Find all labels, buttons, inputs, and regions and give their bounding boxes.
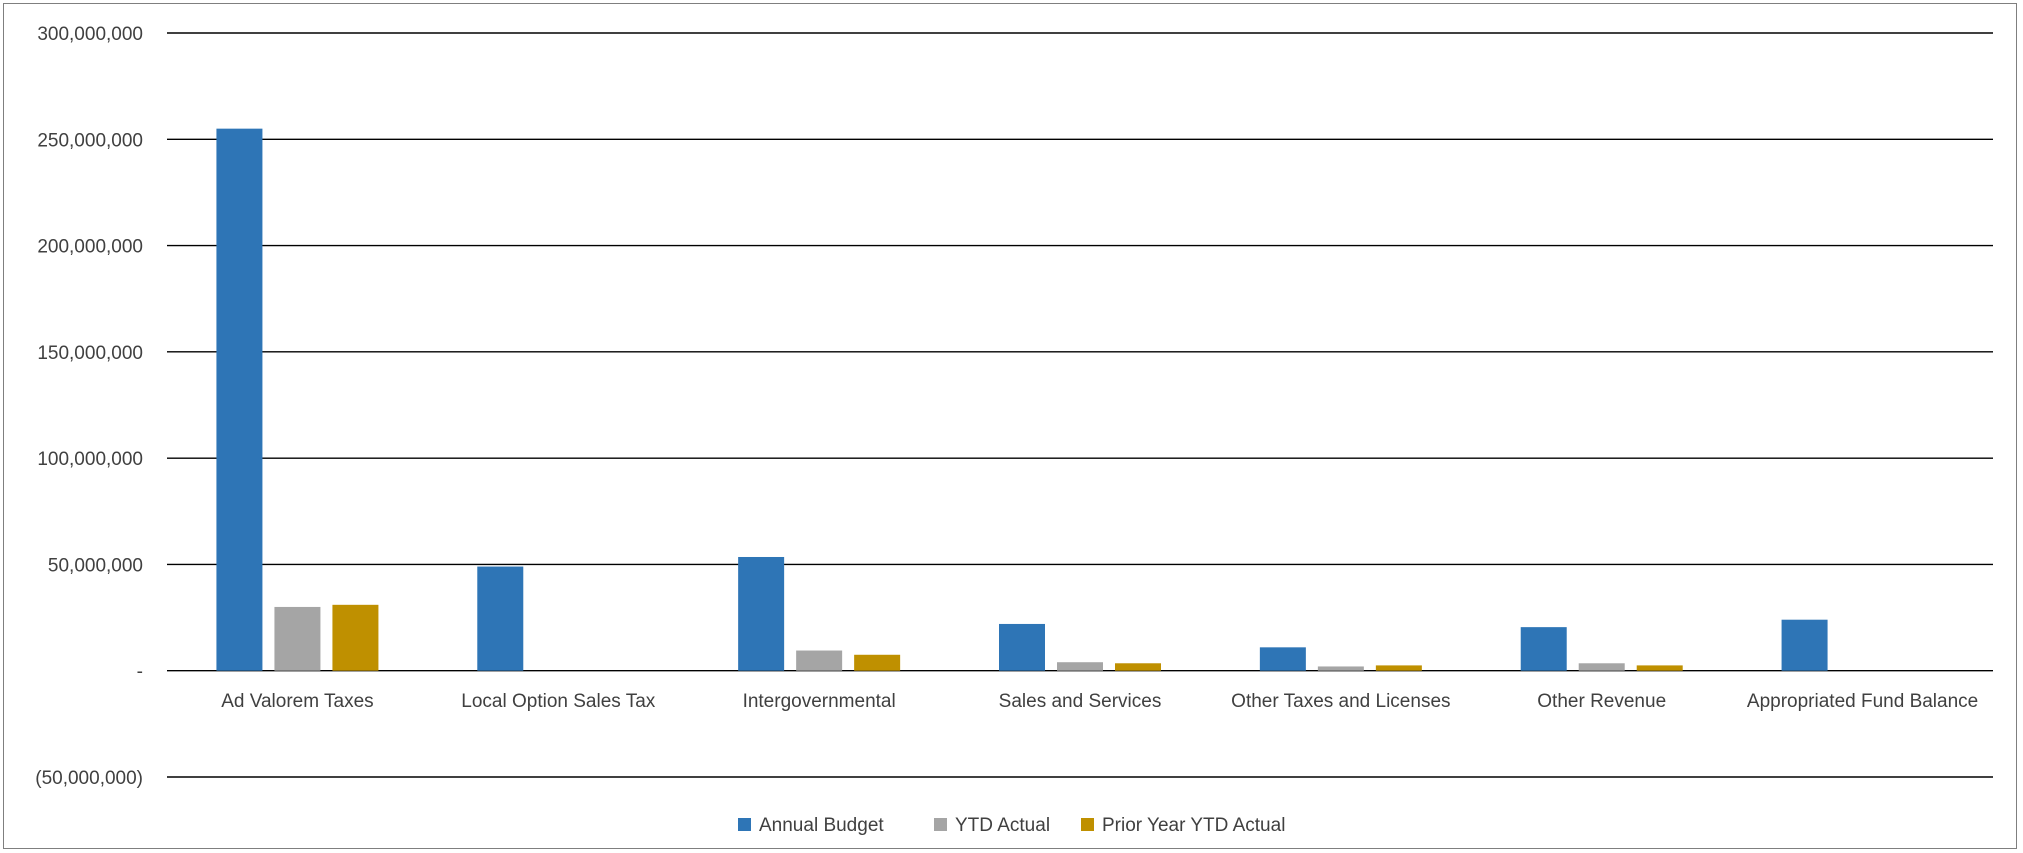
y-tick-label: 50,000,000 [48, 555, 143, 576]
bar-annual-budget [1781, 619, 1828, 671]
legend-swatch [1081, 818, 1094, 831]
y-tick-label: 150,000,000 [37, 343, 143, 364]
x-category-label: Ad Valorem Taxes [221, 691, 373, 712]
legend-swatch [934, 818, 947, 831]
bar-ytd-actual [1317, 666, 1364, 671]
x-category-label: Intergovernmental [743, 691, 896, 712]
bar-ytd-actual [1057, 662, 1103, 671]
x-category-label: Appropriated Fund Balance [1747, 691, 1978, 712]
bar-prior-year-ytd-actual [1375, 665, 1422, 671]
x-category-label: Other Revenue [1537, 691, 1666, 712]
legend-label: Prior Year YTD Actual [1102, 815, 1285, 836]
bar-annual-budget [216, 128, 263, 671]
bar-annual-budget [1520, 627, 1567, 671]
y-tick-label: 200,000,000 [37, 237, 143, 258]
bar-ytd-actual [796, 650, 843, 671]
bar-prior-year-ytd-actual [1636, 665, 1683, 671]
bar-ytd-actual [1578, 663, 1625, 671]
bar-prior-year-ytd-actual [854, 654, 901, 671]
bar-prior-year-ytd-actual [1115, 663, 1161, 671]
legend-label: Annual Budget [759, 815, 884, 836]
y-tick-label: 300,000,000 [37, 24, 143, 45]
y-tick-label: 250,000,000 [37, 130, 143, 151]
x-category-label: Local Option Sales Tax [461, 691, 655, 712]
bar-annual-budget [477, 566, 524, 671]
y-tick-label: (50,000,000) [35, 768, 143, 789]
bar-annual-budget [999, 623, 1045, 671]
bar-annual-budget [1259, 647, 1306, 671]
y-tick-label: 100,000,000 [37, 449, 143, 470]
legend-swatch [738, 818, 751, 831]
legend: Annual Budget YTD Actual Prior Year YTD Ac… [738, 815, 1285, 836]
x-category-label: Other Taxes and Licenses [1231, 691, 1450, 712]
x-category-label: Sales and Services [999, 691, 1162, 712]
chart-frame [3, 3, 2017, 849]
bar-ytd-actual [274, 606, 321, 671]
legend-label: YTD Actual [955, 815, 1050, 836]
bar-prior-year-ytd-actual [332, 604, 379, 671]
y-tick-label: - [137, 662, 143, 683]
bar-annual-budget [738, 556, 785, 671]
